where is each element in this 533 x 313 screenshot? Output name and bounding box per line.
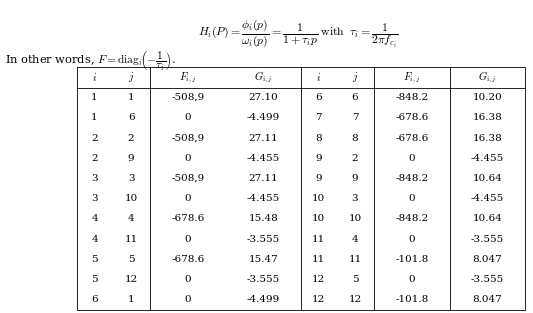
Text: 12: 12 xyxy=(312,295,325,304)
Text: 0: 0 xyxy=(185,295,191,304)
Text: -3.555: -3.555 xyxy=(247,275,280,284)
Text: -3.555: -3.555 xyxy=(471,235,504,244)
Text: 6: 6 xyxy=(128,113,134,122)
Text: 6: 6 xyxy=(91,295,98,304)
Text: 27.11: 27.11 xyxy=(248,134,278,142)
Text: 2: 2 xyxy=(352,154,358,163)
Text: -4.455: -4.455 xyxy=(247,194,280,203)
Text: 11: 11 xyxy=(125,235,138,244)
Text: 0: 0 xyxy=(185,194,191,203)
Text: 2: 2 xyxy=(128,134,134,142)
Text: 27.11: 27.11 xyxy=(248,174,278,183)
Text: $G_{i,j}$: $G_{i,j}$ xyxy=(478,70,497,85)
Text: 16.38: 16.38 xyxy=(472,113,502,122)
Text: 10: 10 xyxy=(312,194,325,203)
Text: 3: 3 xyxy=(91,174,98,183)
Text: 11: 11 xyxy=(312,235,325,244)
Text: -4.455: -4.455 xyxy=(247,154,280,163)
Text: 15.47: 15.47 xyxy=(248,255,278,264)
Text: -508,9: -508,9 xyxy=(172,174,205,183)
Text: 0: 0 xyxy=(409,194,415,203)
Text: 12: 12 xyxy=(125,275,138,284)
Text: 12: 12 xyxy=(349,295,361,304)
Text: 9: 9 xyxy=(315,154,322,163)
Text: $G_{i,j}$: $G_{i,j}$ xyxy=(254,70,273,85)
Text: 2: 2 xyxy=(91,154,98,163)
Text: 10.64: 10.64 xyxy=(472,214,502,223)
Text: -101.8: -101.8 xyxy=(395,255,429,264)
Text: 3: 3 xyxy=(91,194,98,203)
Text: 16.38: 16.38 xyxy=(472,134,502,142)
Text: 0: 0 xyxy=(185,154,191,163)
Text: -508,9: -508,9 xyxy=(172,93,205,102)
Text: $H_i(P) = \dfrac{\phi_i(p)}{\omega_i(p)} = \dfrac{1}{1 + \tau_i p}$$\;\text{with: $H_i(P) = \dfrac{\phi_i(p)}{\omega_i(p)}… xyxy=(198,17,399,49)
Text: 10.64: 10.64 xyxy=(472,174,502,183)
Text: -848.2: -848.2 xyxy=(395,93,429,102)
Text: 5: 5 xyxy=(91,255,98,264)
Text: 4: 4 xyxy=(91,214,98,223)
Text: -4.455: -4.455 xyxy=(471,154,504,163)
Text: 4: 4 xyxy=(128,214,134,223)
Text: 2: 2 xyxy=(91,134,98,142)
Text: 3: 3 xyxy=(352,194,358,203)
Text: $i$: $i$ xyxy=(92,71,97,83)
Text: 0: 0 xyxy=(409,275,415,284)
Text: 1: 1 xyxy=(91,93,98,102)
Text: -678.6: -678.6 xyxy=(172,255,205,264)
Text: 10: 10 xyxy=(349,214,361,223)
Text: $j$: $j$ xyxy=(352,70,358,85)
Text: 5: 5 xyxy=(128,255,134,264)
Text: -678.6: -678.6 xyxy=(395,134,429,142)
Text: -848.2: -848.2 xyxy=(395,214,429,223)
Text: -4.455: -4.455 xyxy=(471,194,504,203)
Text: $F_{i,j}$: $F_{i,j}$ xyxy=(403,70,421,85)
Text: -678.6: -678.6 xyxy=(172,214,205,223)
Text: 9: 9 xyxy=(315,174,322,183)
Text: 3: 3 xyxy=(128,174,134,183)
Text: 12: 12 xyxy=(312,275,325,284)
Text: -3.555: -3.555 xyxy=(247,235,280,244)
Text: 15.48: 15.48 xyxy=(248,214,278,223)
Text: 10: 10 xyxy=(312,214,325,223)
Text: 7: 7 xyxy=(315,113,322,122)
Text: 8: 8 xyxy=(352,134,358,142)
Text: -4.499: -4.499 xyxy=(247,113,280,122)
Text: In other words, $F = \mathrm{diag}_i\!\left(-\dfrac{1}{\tau_i}\right)$.: In other words, $F = \mathrm{diag}_i\!\l… xyxy=(5,49,176,71)
Text: 4: 4 xyxy=(352,235,358,244)
Text: 0: 0 xyxy=(185,113,191,122)
Text: 8: 8 xyxy=(315,134,322,142)
Text: 9: 9 xyxy=(128,154,134,163)
Text: 0: 0 xyxy=(409,235,415,244)
Text: 6: 6 xyxy=(315,93,322,102)
Text: 27.10: 27.10 xyxy=(248,93,278,102)
Text: $i$: $i$ xyxy=(316,71,321,83)
Text: 1: 1 xyxy=(91,113,98,122)
Text: 0: 0 xyxy=(185,235,191,244)
Text: 1: 1 xyxy=(128,93,134,102)
Text: -678.6: -678.6 xyxy=(395,113,429,122)
Text: 9: 9 xyxy=(352,174,358,183)
Text: 5: 5 xyxy=(352,275,358,284)
Text: 8.047: 8.047 xyxy=(472,295,502,304)
Text: -3.555: -3.555 xyxy=(471,275,504,284)
Text: -4.499: -4.499 xyxy=(247,295,280,304)
Text: 0: 0 xyxy=(409,154,415,163)
Text: 6: 6 xyxy=(352,93,358,102)
Text: 7: 7 xyxy=(352,113,358,122)
Text: -508,9: -508,9 xyxy=(172,134,205,142)
Text: 10: 10 xyxy=(125,194,138,203)
Text: 1: 1 xyxy=(128,295,134,304)
Text: 4: 4 xyxy=(91,235,98,244)
Text: 5: 5 xyxy=(91,275,98,284)
Text: 11: 11 xyxy=(312,255,325,264)
Text: 0: 0 xyxy=(185,275,191,284)
Text: -848.2: -848.2 xyxy=(395,174,429,183)
Text: $F_{i,j}$: $F_{i,j}$ xyxy=(180,70,197,85)
Text: 8.047: 8.047 xyxy=(472,255,502,264)
Text: 10.20: 10.20 xyxy=(472,93,502,102)
Text: $j$: $j$ xyxy=(128,70,134,85)
Text: 11: 11 xyxy=(349,255,361,264)
Text: -101.8: -101.8 xyxy=(395,295,429,304)
